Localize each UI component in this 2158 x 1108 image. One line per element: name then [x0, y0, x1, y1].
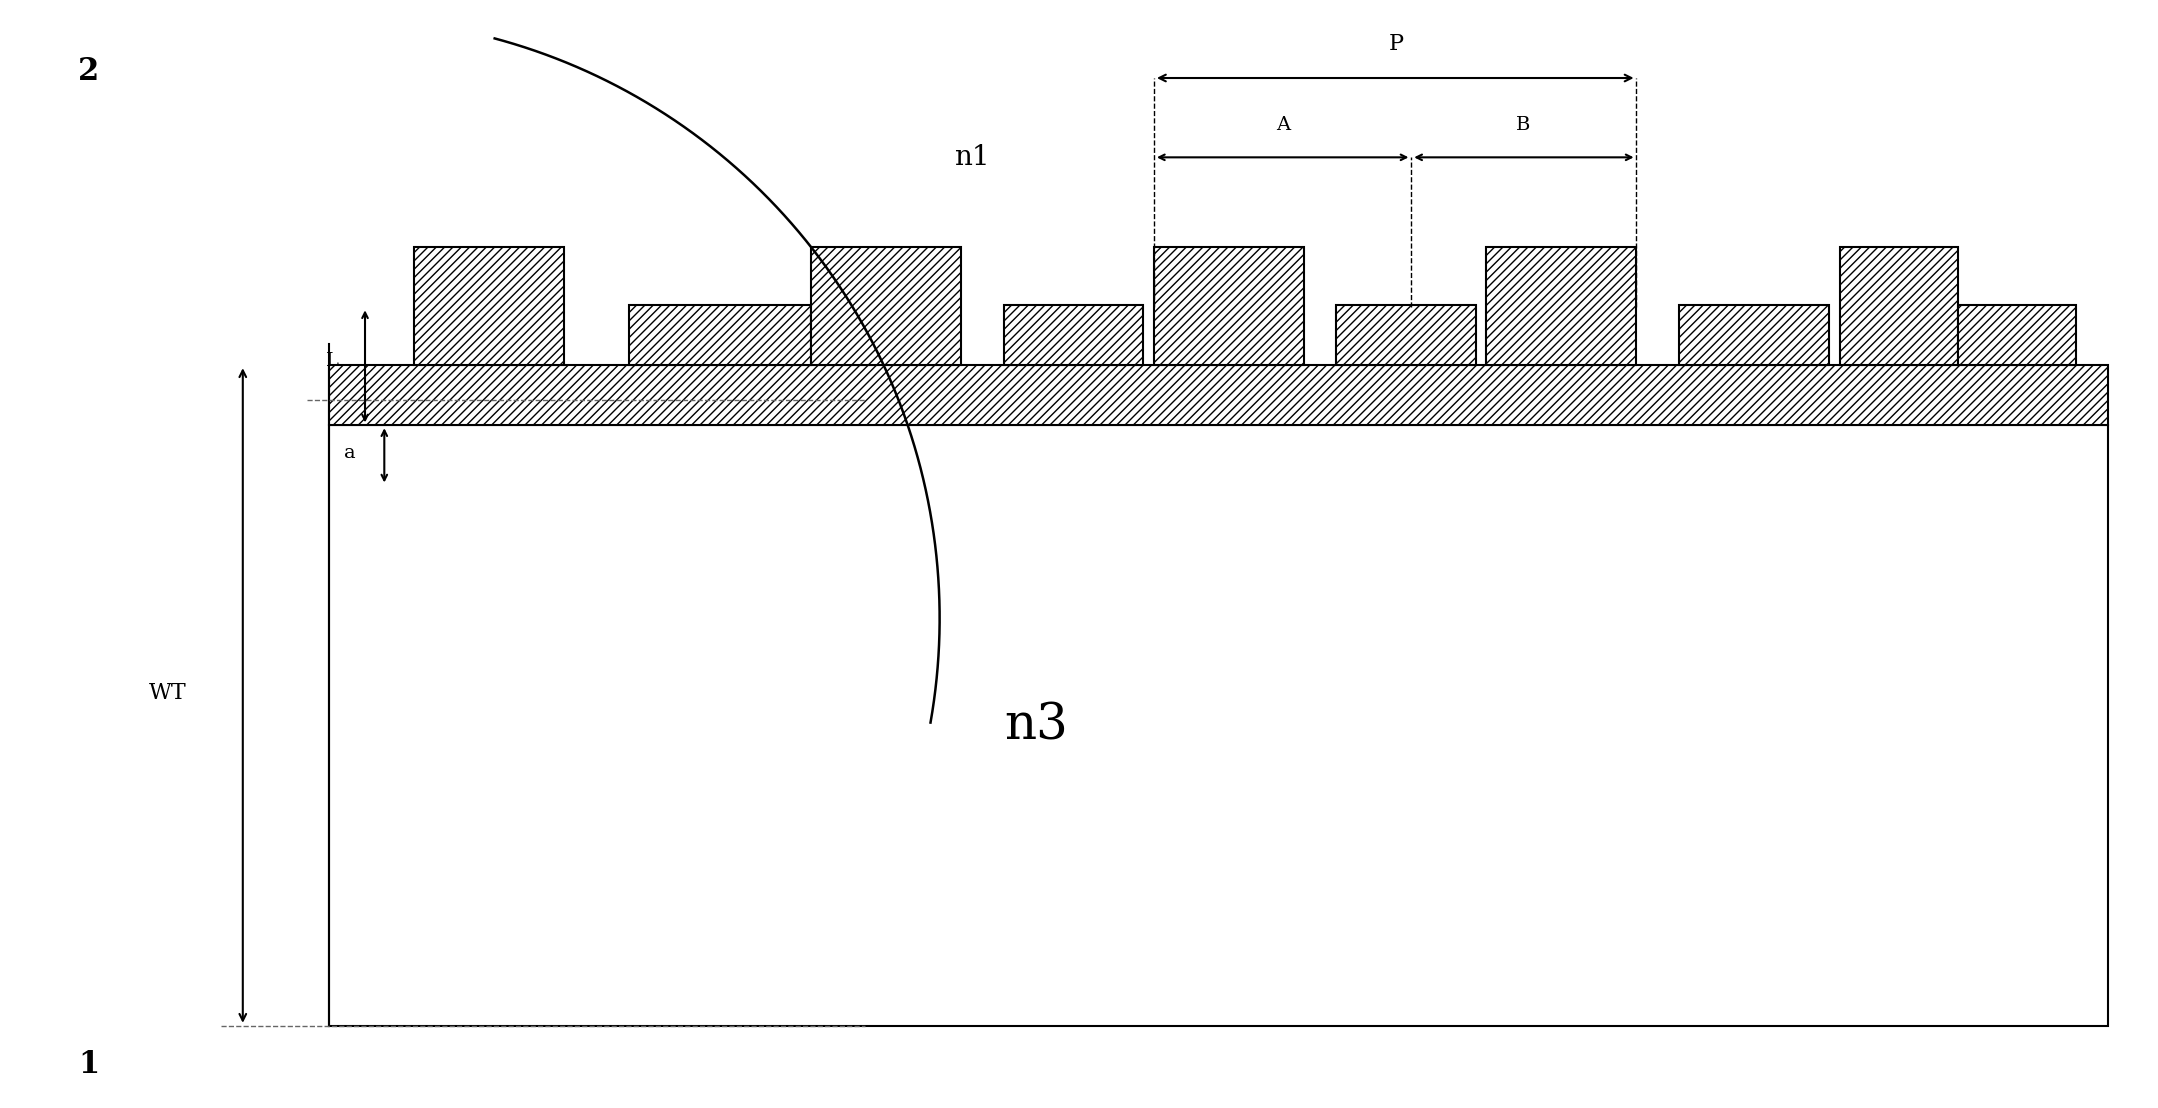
Bar [1003, 306, 1144, 366]
Text: B: B [1515, 116, 1530, 134]
Bar [328, 366, 2108, 425]
Text: n3: n3 [1003, 700, 1068, 750]
Bar [328, 425, 2108, 1026]
Text: 2: 2 [78, 57, 99, 88]
Bar [628, 306, 811, 366]
Bar [414, 247, 565, 366]
Text: 1: 1 [78, 1049, 99, 1080]
Bar [1841, 247, 1957, 366]
Text: WT: WT [149, 683, 186, 705]
Bar [1336, 306, 1476, 366]
Text: L: L [326, 352, 339, 370]
Bar [1679, 306, 1830, 366]
Bar [1487, 247, 1636, 366]
Text: n1: n1 [954, 144, 991, 171]
Bar [811, 247, 960, 366]
Text: n2: n2 [669, 346, 697, 368]
Bar [1957, 306, 2076, 366]
Text: P: P [1390, 33, 1405, 54]
Text: a: a [343, 444, 356, 462]
Text: A: A [1275, 116, 1290, 134]
Bar [1155, 247, 1303, 366]
